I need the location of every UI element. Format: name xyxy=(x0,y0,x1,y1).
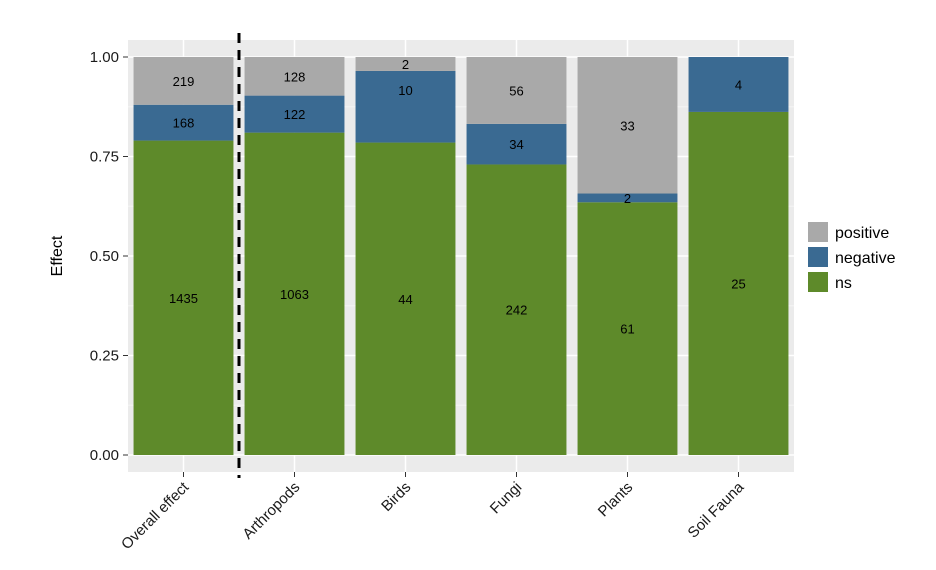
bar-segment-ns xyxy=(466,164,567,455)
legend-label: positive xyxy=(835,225,889,242)
bar-segment-positive xyxy=(355,57,456,71)
x-tick-label: Soil Fauna xyxy=(685,478,748,541)
y-axis-title: Effect xyxy=(49,235,66,276)
data-label: 128 xyxy=(284,69,306,84)
legend-label: ns xyxy=(835,275,852,292)
legend: positive negative ns xyxy=(808,222,896,292)
data-label: 219 xyxy=(173,74,195,89)
data-label: 34 xyxy=(509,137,523,152)
bar-segment-negative xyxy=(133,104,234,141)
y-tick-label: 0.75 xyxy=(90,149,119,166)
data-label: 2 xyxy=(402,57,409,72)
x-axis: Overall effect Arthropods Birds Fungi Plants… xyxy=(118,472,748,553)
y-tick-label: 0.50 xyxy=(90,248,119,265)
bar-segment-positive xyxy=(133,57,234,105)
data-label: 4 xyxy=(735,77,742,92)
bar-segment-negative xyxy=(577,193,678,203)
bar-segment-ns xyxy=(244,132,345,455)
bars: 1435 168 219 1063 122 128 44 10 2 242 34 56 61 2 33 25 4 xyxy=(133,57,789,455)
y-tick-label: 0.00 xyxy=(90,447,119,464)
data-label: 10 xyxy=(398,83,412,98)
x-tick-label: Arthropods xyxy=(239,479,303,543)
legend-swatch-positive xyxy=(808,222,828,242)
y-axis: 0.00 0.25 0.50 0.75 1.00 xyxy=(90,49,128,464)
legend-swatch-ns xyxy=(808,272,828,292)
legend-swatch-negative xyxy=(808,247,828,267)
bar-segment-negative xyxy=(466,123,567,165)
x-tick-label: Birds xyxy=(378,479,414,515)
data-label: 2 xyxy=(624,191,631,206)
bar-segment-positive xyxy=(244,57,345,96)
bar-segment-positive xyxy=(577,57,678,194)
data-label: 44 xyxy=(398,292,412,307)
data-label: 168 xyxy=(173,116,195,131)
bar-segment-ns xyxy=(355,142,456,455)
bar-segment-positive xyxy=(466,57,567,124)
data-label: 25 xyxy=(731,276,745,291)
x-tick-label: Fungi xyxy=(487,479,526,518)
data-label: 1063 xyxy=(280,287,309,302)
y-tick-label: 0.25 xyxy=(90,348,119,365)
data-label: 242 xyxy=(506,303,528,318)
bar-segment-ns xyxy=(133,140,234,455)
y-tick-label: 1.00 xyxy=(90,49,119,66)
data-label: 33 xyxy=(620,118,634,133)
legend-label: negative xyxy=(835,250,896,267)
data-label: 122 xyxy=(284,107,306,122)
bar-segment-negative xyxy=(355,70,456,143)
bar-segment-ns xyxy=(577,202,678,455)
bar-segment-negative xyxy=(688,57,789,112)
bar-segment-negative xyxy=(244,95,345,133)
data-label: 56 xyxy=(509,83,523,98)
bar-segment-ns xyxy=(688,111,789,455)
x-tick-label: Overall effect xyxy=(118,478,193,553)
x-tick-label: Plants xyxy=(595,479,637,521)
data-label: 1435 xyxy=(169,291,198,306)
data-label: 61 xyxy=(620,322,634,337)
